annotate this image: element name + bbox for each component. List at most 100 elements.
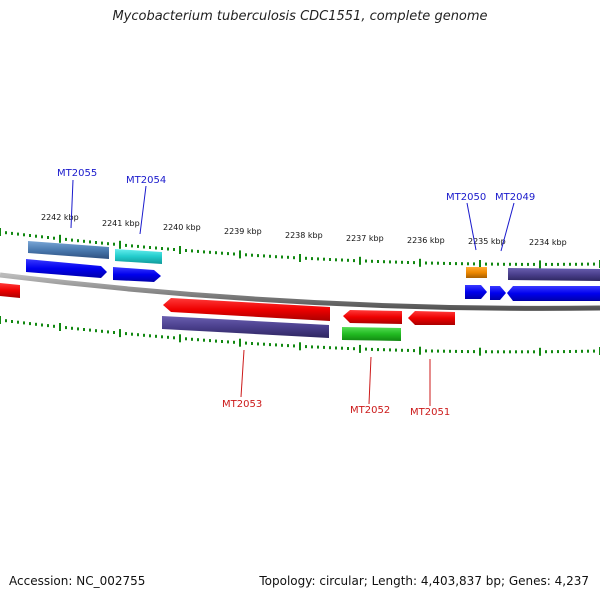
- feature-block-indigo-right[interactable]: [508, 268, 600, 281]
- lower-scale-minor-tick: [365, 347, 367, 351]
- lower-scale-minor-tick: [125, 332, 127, 336]
- upper-scale-minor-tick: [227, 252, 229, 256]
- upper-scale-minor-tick: [305, 256, 307, 260]
- upper-scale-minor-tick: [281, 255, 283, 259]
- upper-scale-major-tick: [59, 234, 61, 243]
- lower-scale-ring: [0, 316, 600, 356]
- lower-scale-minor-tick: [53, 324, 55, 328]
- lower-scale-minor-tick: [281, 343, 283, 347]
- lower-scale-minor-tick: [317, 345, 319, 349]
- lower-scale-minor-tick: [431, 349, 433, 353]
- lower-scale-minor-tick: [413, 349, 415, 353]
- gene-arrow-mt2050[interactable]: [465, 285, 487, 299]
- gene-arrow-mt2051[interactable]: [408, 311, 455, 325]
- lower-scale-minor-tick: [557, 350, 559, 354]
- lower-scale-minor-tick: [215, 339, 217, 343]
- lower-scale-minor-tick: [113, 331, 115, 334]
- lower-scale-minor-tick: [287, 344, 289, 348]
- feature-block-green[interactable]: [342, 327, 401, 341]
- lower-scale-minor-tick: [491, 350, 493, 354]
- lower-scale-minor-tick: [269, 343, 271, 347]
- topology-text: Topology: circular; Length: 4,403,837 bp…: [259, 574, 589, 588]
- upper-scale-minor-tick: [131, 244, 133, 248]
- lower-scale-minor-tick: [131, 332, 133, 336]
- lower-scale-minor-tick: [167, 335, 169, 339]
- lower-scale-minor-tick: [545, 350, 547, 354]
- gene-label-mt2055[interactable]: MT2055: [57, 168, 97, 179]
- lower-scale-minor-tick: [311, 345, 313, 349]
- lower-scale-minor-tick: [407, 348, 409, 352]
- lower-scale-major-tick: [119, 329, 121, 338]
- feature-block-orange[interactable]: [466, 267, 487, 278]
- upper-scale-minor-tick: [83, 239, 85, 243]
- lower-scale-minor-tick: [77, 327, 79, 331]
- lower-scale-minor-tick: [173, 336, 175, 340]
- lower-scale-minor-tick: [233, 340, 235, 344]
- lower-scale-minor-tick: [443, 349, 445, 353]
- upper-scale-minor-tick: [143, 245, 145, 249]
- lower-scale-minor-tick: [587, 349, 589, 353]
- kbp-label-2238: 2238 kbp: [285, 231, 323, 240]
- upper-scale-minor-tick: [527, 262, 529, 266]
- lower-scale-minor-tick: [347, 347, 349, 350]
- lower-scale-minor-tick: [581, 349, 583, 353]
- gene-arrow-mt2055[interactable]: [26, 259, 107, 278]
- upper-scale-minor-tick: [473, 262, 475, 266]
- lower-scale-major-tick: [0, 316, 1, 324]
- lower-scale-minor-tick: [65, 326, 67, 330]
- upper-scale-minor-tick: [461, 262, 463, 266]
- upper-scale-major-tick: [119, 240, 121, 249]
- upper-scale-minor-tick: [581, 262, 583, 266]
- upper-scale-minor-tick: [125, 243, 127, 247]
- gene-label-mt2049[interactable]: MT2049: [495, 192, 535, 203]
- lower-scale-minor-tick: [11, 320, 13, 323]
- upper-scale-minor-tick: [335, 258, 337, 262]
- gene-label-mt2050[interactable]: MT2050: [446, 192, 486, 203]
- lower-scale-minor-tick: [515, 350, 517, 354]
- gene-arrow-mt2052[interactable]: [343, 310, 402, 324]
- gene-arrow-mt2049[interactable]: [507, 286, 600, 301]
- gene-arrow-left-edge[interactable]: [0, 283, 20, 298]
- leader-mt2052: [368, 356, 372, 405]
- leader-mt2050: [466, 202, 477, 251]
- gene-label-mt2053[interactable]: MT2053: [222, 399, 262, 410]
- gene-label-mt2052[interactable]: MT2052: [350, 405, 390, 416]
- upper-scale-minor-tick: [509, 262, 511, 266]
- upper-scale-minor-tick: [371, 259, 373, 263]
- upper-scale-minor-tick: [257, 254, 259, 258]
- lower-scale-minor-tick: [377, 348, 379, 352]
- lower-scale-minor-tick: [473, 350, 475, 354]
- upper-scale-minor-tick: [431, 261, 433, 265]
- lower-scale-minor-tick: [185, 337, 187, 341]
- lower-scale-major-tick: [479, 347, 481, 356]
- upper-scale-ring: [0, 228, 600, 269]
- upper-scale-minor-tick: [11, 231, 13, 235]
- upper-scale-minor-tick: [185, 249, 187, 252]
- lower-scale-minor-tick: [155, 334, 157, 338]
- lower-scale-major-tick: [179, 334, 181, 343]
- upper-scale-minor-tick: [587, 262, 589, 266]
- upper-scale-minor-tick: [263, 254, 265, 258]
- upper-scale-minor-tick: [149, 246, 151, 249]
- lower-scale-minor-tick: [551, 350, 553, 354]
- lower-scale-minor-tick: [89, 328, 91, 332]
- lower-scale-minor-tick: [467, 350, 469, 354]
- feature-block-cyan[interactable]: [115, 249, 162, 264]
- upper-scale-minor-tick: [533, 262, 535, 266]
- lower-scale-minor-tick: [41, 323, 43, 327]
- gene-label-mt2051[interactable]: MT2051: [410, 407, 450, 418]
- lower-scale-minor-tick: [5, 319, 7, 323]
- upper-scale-minor-tick: [569, 262, 571, 266]
- upper-scale-minor-tick: [197, 249, 199, 253]
- gene-arrow-mt2054[interactable]: [113, 267, 161, 282]
- lower-scale-minor-tick: [323, 345, 325, 349]
- upper-scale-minor-tick: [287, 255, 289, 259]
- gene-arrow-mt2053[interactable]: [163, 298, 330, 321]
- feature-block-indigo-left[interactable]: [162, 316, 329, 338]
- gene-arrow-mt2049-small[interactable]: [490, 286, 506, 300]
- upper-scale-major-tick: [299, 254, 301, 262]
- upper-scale-minor-tick: [377, 260, 379, 263]
- feature-block-steelblue[interactable]: [28, 241, 109, 259]
- gene-label-mt2054[interactable]: MT2054: [126, 175, 166, 186]
- lower-scale-minor-tick: [203, 338, 205, 342]
